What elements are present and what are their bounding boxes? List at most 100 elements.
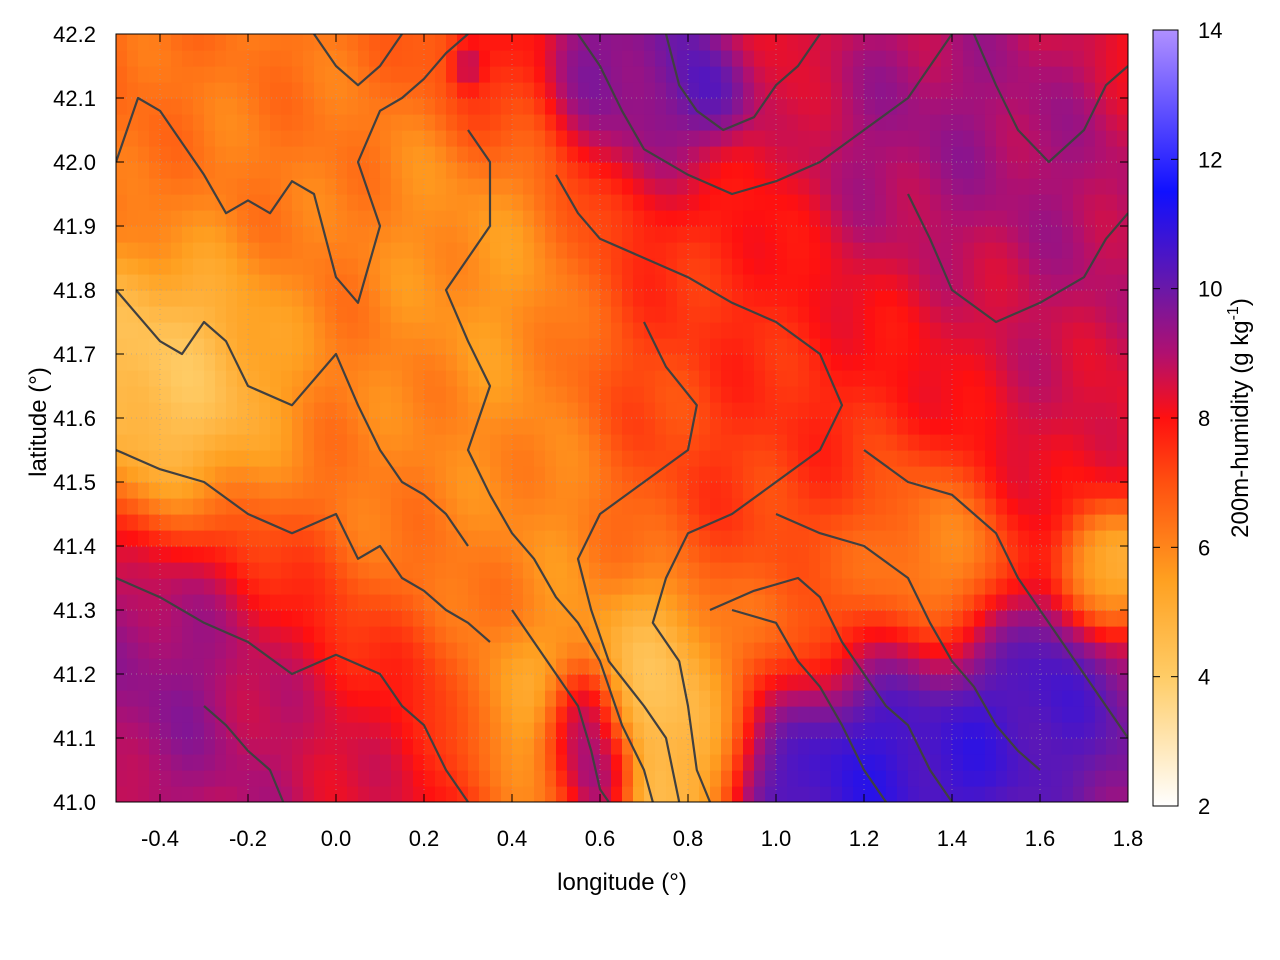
heat-cell [732,402,744,419]
heat-cell [842,562,854,579]
heat-cell [435,738,447,755]
heat-cell [358,482,370,499]
heat-cell [1073,178,1085,195]
heat-cell [710,786,722,802]
heat-cell [182,690,194,707]
heat-cell [281,546,293,563]
heat-cell [435,466,447,483]
heat-cell [446,786,458,802]
heat-cell [435,642,447,659]
heat-cell [996,530,1008,547]
heat-cell [688,770,700,787]
heat-cell [259,274,271,291]
heat-cell [864,402,876,419]
heat-cell [1029,450,1041,467]
heat-cell [831,226,843,243]
heat-cell [875,434,887,451]
heat-cell [809,114,821,131]
heat-cell [171,50,183,67]
heat-cell [699,98,711,115]
heat-cell [1051,194,1063,211]
heat-cell [457,466,469,483]
heat-cell [996,706,1008,723]
heat-cell [600,210,612,227]
heat-cell [138,626,150,643]
heat-cell [1007,66,1019,83]
heat-cell [490,386,502,403]
heat-cell [501,722,513,739]
heat-cell [699,466,711,483]
heat-cell [336,546,348,563]
heat-cell [589,210,601,227]
heat-cell [787,98,799,115]
heat-cell [1117,482,1128,499]
heat-cell [1051,642,1063,659]
heat-cell [1117,690,1128,707]
heat-cell [567,162,579,179]
heat-cell [226,354,238,371]
heat-cell [974,418,986,435]
heat-cell [1117,66,1128,83]
heat-cell [358,194,370,211]
heat-cell [677,194,689,211]
heat-cell [149,242,161,259]
heat-cell [292,594,304,611]
heat-cell [369,370,381,387]
heat-cell [677,98,689,115]
heat-cell [875,610,887,627]
heat-cell [985,322,997,339]
heat-cell [765,322,777,339]
heat-cell [1106,738,1118,755]
heat-cell [754,114,766,131]
heat-cell [875,130,887,147]
heat-cell [369,674,381,691]
heat-cell [765,354,777,371]
heat-cell [226,130,238,147]
heat-cell [424,674,436,691]
heat-cell [963,562,975,579]
heat-cell [1106,130,1118,147]
heat-cell [270,306,282,323]
heat-cell [710,242,722,259]
heat-cell [952,178,964,195]
heat-cell [589,738,601,755]
heat-cell [600,338,612,355]
heat-cell [798,226,810,243]
heat-cell [413,498,425,515]
heat-cell [710,386,722,403]
heat-cell [490,562,502,579]
heat-cell [281,738,293,755]
heat-cell [204,738,216,755]
heat-cell [864,514,876,531]
heat-cell [820,450,832,467]
heat-cell [413,594,425,611]
heat-cell [336,610,348,627]
heat-cell [248,754,260,771]
heat-cell [402,130,414,147]
heat-cell [512,738,524,755]
heat-cell [248,626,260,643]
heat-cell [831,370,843,387]
heat-cell [281,354,293,371]
heat-cell [919,706,931,723]
heat-cell [215,114,227,131]
heat-cell [699,210,711,227]
heat-cell [666,306,678,323]
heat-cell [435,290,447,307]
heat-cell [435,578,447,595]
heat-cell [512,498,524,515]
heat-cell [182,610,194,627]
heat-cell [985,674,997,691]
heat-cell [160,322,172,339]
heat-cell [314,50,326,67]
heat-cell [1007,770,1019,787]
heat-cell [1095,786,1107,802]
heat-cell [908,642,920,659]
heat-cell [743,306,755,323]
heat-cell [974,226,986,243]
heat-cell [1095,418,1107,435]
heat-cell [1117,402,1128,419]
heat-cell [138,770,150,787]
heat-cell [776,706,788,723]
heat-cell [391,162,403,179]
